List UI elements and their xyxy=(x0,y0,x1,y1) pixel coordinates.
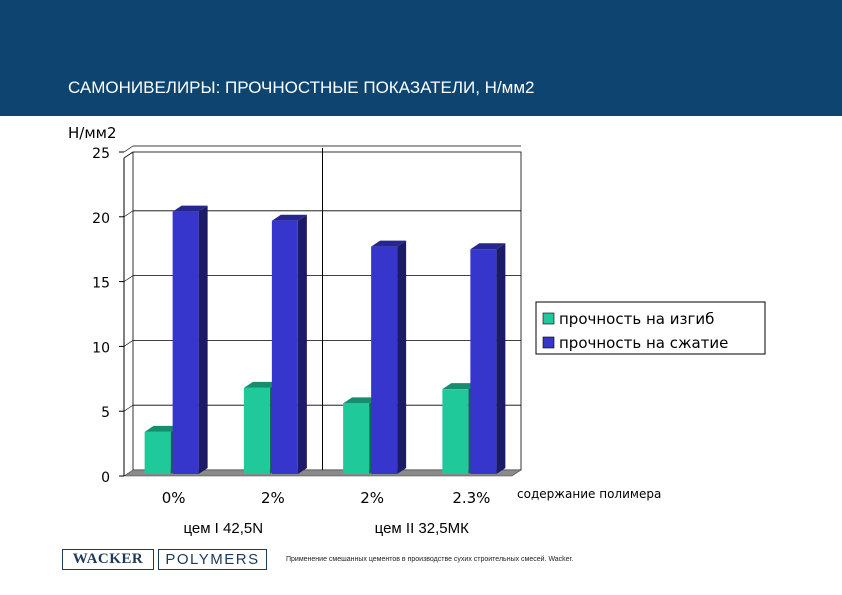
bar-front xyxy=(343,403,370,474)
bar-top xyxy=(144,425,180,432)
x-tick-label: 2% xyxy=(261,489,285,507)
bar-top xyxy=(243,381,279,388)
chart-labels: Н/мм2 содержание полимера 0 5 10 15 20 25 0% 2%… xyxy=(68,124,661,537)
bar-side xyxy=(397,240,407,474)
chart-legend: прочность на изгиб прочность на сжатие xyxy=(535,301,766,355)
wacker-logo: WACKER xyxy=(62,549,154,570)
bar-front xyxy=(243,387,270,474)
y-axis-title: Н/мм2 xyxy=(68,124,117,142)
bar-top xyxy=(470,243,506,250)
bar-front xyxy=(470,249,497,474)
bar-top xyxy=(271,214,307,221)
bar-compressive xyxy=(271,214,307,475)
gridline-side xyxy=(123,340,134,347)
bar-side xyxy=(198,205,208,474)
page-title: САМОНИВЕЛИРЫ: ПРОЧНОСТНЫЕ ПОКАЗАТЕЛИ, Н/… xyxy=(68,78,535,97)
y-tick-label: 15 xyxy=(92,276,110,292)
polymers-logo: POLYMERS xyxy=(158,549,267,570)
bar-front xyxy=(144,431,171,474)
bar-top xyxy=(442,383,478,390)
x-tick-label: 0% xyxy=(162,489,186,507)
x-tick-label: 2% xyxy=(360,489,384,507)
bar-top xyxy=(371,240,407,247)
chart-axes xyxy=(119,148,323,477)
bar-compressive xyxy=(470,243,506,474)
y-tick-label: 25 xyxy=(92,146,110,162)
x-tick-label: 2.3% xyxy=(452,489,490,507)
header-banner: САМОНИВЕЛИРЫ: ПРОЧНОСТНЫЕ ПОКАЗАТЕЛИ, Н/… xyxy=(0,0,842,116)
legend-swatch xyxy=(542,336,555,349)
y-tick-label: 5 xyxy=(101,405,110,421)
bar-front xyxy=(371,246,398,474)
group-label: цем I 42,5N xyxy=(183,520,263,537)
side-wall-top xyxy=(123,151,134,159)
gridline-side xyxy=(123,210,134,218)
gridline-side xyxy=(123,404,134,412)
bar-front xyxy=(442,389,469,474)
bar-front xyxy=(271,220,298,474)
footer-note: Применение смешанных цементов в производ… xyxy=(286,556,574,563)
legend-swatch xyxy=(542,312,555,325)
bar-top xyxy=(172,205,208,212)
y-tick-label: 0 xyxy=(101,470,110,486)
legend-label: прочность на сжатие xyxy=(559,334,728,352)
x-axis-title: содержание полимера xyxy=(517,487,661,501)
bar-compressive xyxy=(172,205,208,474)
bar-compressive xyxy=(371,240,407,474)
legend-label: прочность на изгиб xyxy=(559,310,714,328)
y-tick-label: 20 xyxy=(92,211,110,227)
gridline-side xyxy=(123,275,134,282)
y-tick-label: 10 xyxy=(92,340,110,356)
bar-side xyxy=(496,243,506,474)
gridline-side xyxy=(123,145,134,153)
chart-floor xyxy=(123,469,522,477)
legend-box xyxy=(535,301,766,355)
bar-side xyxy=(297,214,307,475)
bar-front xyxy=(172,211,199,474)
group-label: цем II 32,5МК xyxy=(375,520,469,537)
chart-bars xyxy=(144,205,506,475)
bar-top xyxy=(343,397,379,404)
